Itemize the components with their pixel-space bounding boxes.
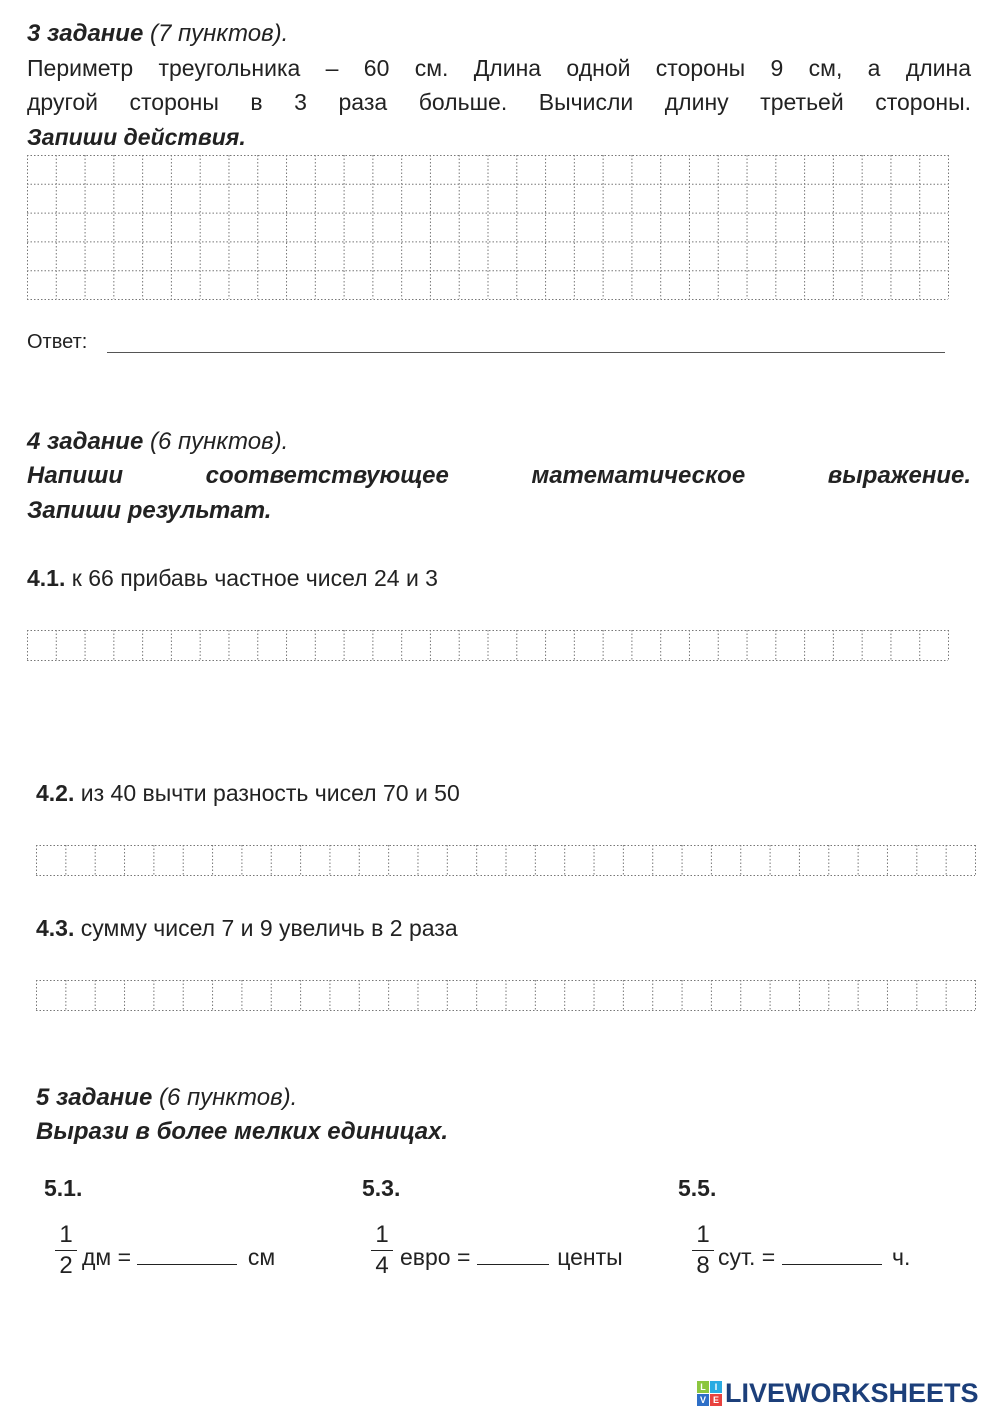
badge-letter: I	[710, 1381, 722, 1393]
item-4-1: 4.1. к 66 прибавь частное чисел 24 и 3	[27, 564, 438, 592]
answer-blank[interactable]	[476, 1244, 549, 1265]
unit-from: дм =	[82, 1244, 132, 1270]
unit-to: центы	[557, 1244, 623, 1270]
task4-instruction-line2: Запиши результат.	[27, 497, 272, 524]
live-badge-icon: L I V E	[697, 1381, 722, 1406]
task5-title: 5 задание	[36, 1084, 153, 1111]
item-text: к 66 прибавь частное чисел 24 и 3	[65, 565, 438, 591]
task3-line2: другой стороны в 3 раза больше. Вычисли …	[27, 89, 971, 115]
task3-instruction: Запиши действия.	[27, 124, 246, 150]
task3-title: 3 задание	[27, 20, 144, 47]
item-5-1-expr: дм = см	[82, 1243, 275, 1271]
logo-text: LIVEWORKSHEETS	[725, 1378, 979, 1408]
task5-points: (6 пунктов).	[158, 1084, 298, 1111]
item-num: 4.3.	[36, 915, 75, 941]
answer-line[interactable]	[107, 338, 945, 353]
task5-heading: 5 задание (6 пунктов).	[36, 1084, 297, 1112]
badge-letter: E	[710, 1394, 722, 1406]
badge-letter: L	[697, 1381, 709, 1393]
denominator: 8	[696, 1252, 710, 1279]
numerator: 1	[59, 1221, 73, 1248]
task3-points: (7 пунктов).	[149, 20, 289, 47]
fraction-bar	[692, 1250, 714, 1251]
unit-to: ч.	[891, 1244, 911, 1270]
item-5-5-num: 5.5.	[678, 1175, 717, 1201]
item-num: 4.1.	[27, 565, 66, 591]
item-4-1-grid[interactable]	[27, 630, 949, 661]
denominator: 4	[375, 1252, 389, 1279]
task3-work-grid[interactable]	[27, 155, 949, 300]
item-text: из 40 вычти разность чисел 70 и 50	[74, 780, 460, 806]
unit-from: сут. =	[718, 1244, 776, 1270]
denominator: 2	[59, 1252, 73, 1279]
item-5-5-expr: сут. = ч.	[718, 1243, 910, 1271]
badge-letter: V	[697, 1394, 709, 1406]
fraction-bar	[371, 1250, 393, 1251]
task3-heading: 3 задание (7 пунктов).	[27, 20, 288, 48]
task4-title: 4 задание	[27, 428, 144, 455]
unit-to: см	[247, 1244, 276, 1270]
task4-heading: 4 задание (6 пунктов).	[27, 428, 288, 456]
item-text: сумму чисел 7 и 9 увеличь в 2 раза	[74, 915, 458, 941]
task4-instruction-line1: Напиши соответствующее математическое вы…	[27, 462, 971, 489]
numerator: 1	[696, 1221, 710, 1248]
task4-points: (6 пунктов).	[149, 428, 289, 455]
item-4-2-grid[interactable]	[36, 845, 976, 876]
item-num: 4.2.	[36, 780, 75, 806]
item-4-3-grid[interactable]	[36, 980, 976, 1011]
answer-blank[interactable]	[137, 1244, 238, 1265]
numerator: 1	[375, 1221, 389, 1248]
unit-from: евро =	[400, 1244, 471, 1270]
fraction-bar	[55, 1250, 77, 1251]
item-5-3-num: 5.3.	[362, 1175, 401, 1201]
liveworksheets-logo: L I V E LIVEWORKSHEETS	[697, 1378, 979, 1409]
task3-line1: Периметр треугольника – 60 см. Длина одн…	[27, 55, 971, 81]
item-4-2: 4.2. из 40 вычти разность чисел 70 и 50	[36, 779, 460, 807]
item-4-3: 4.3. сумму чисел 7 и 9 увеличь в 2 раза	[36, 914, 458, 942]
answer-blank[interactable]	[781, 1244, 882, 1265]
item-5-3-expr: евро = центы	[400, 1243, 623, 1271]
answer-label: Ответ:	[27, 331, 88, 353]
item-5-1-num: 5.1.	[44, 1175, 83, 1201]
task5-instruction: Вырази в более мелких единицах.	[36, 1118, 449, 1145]
